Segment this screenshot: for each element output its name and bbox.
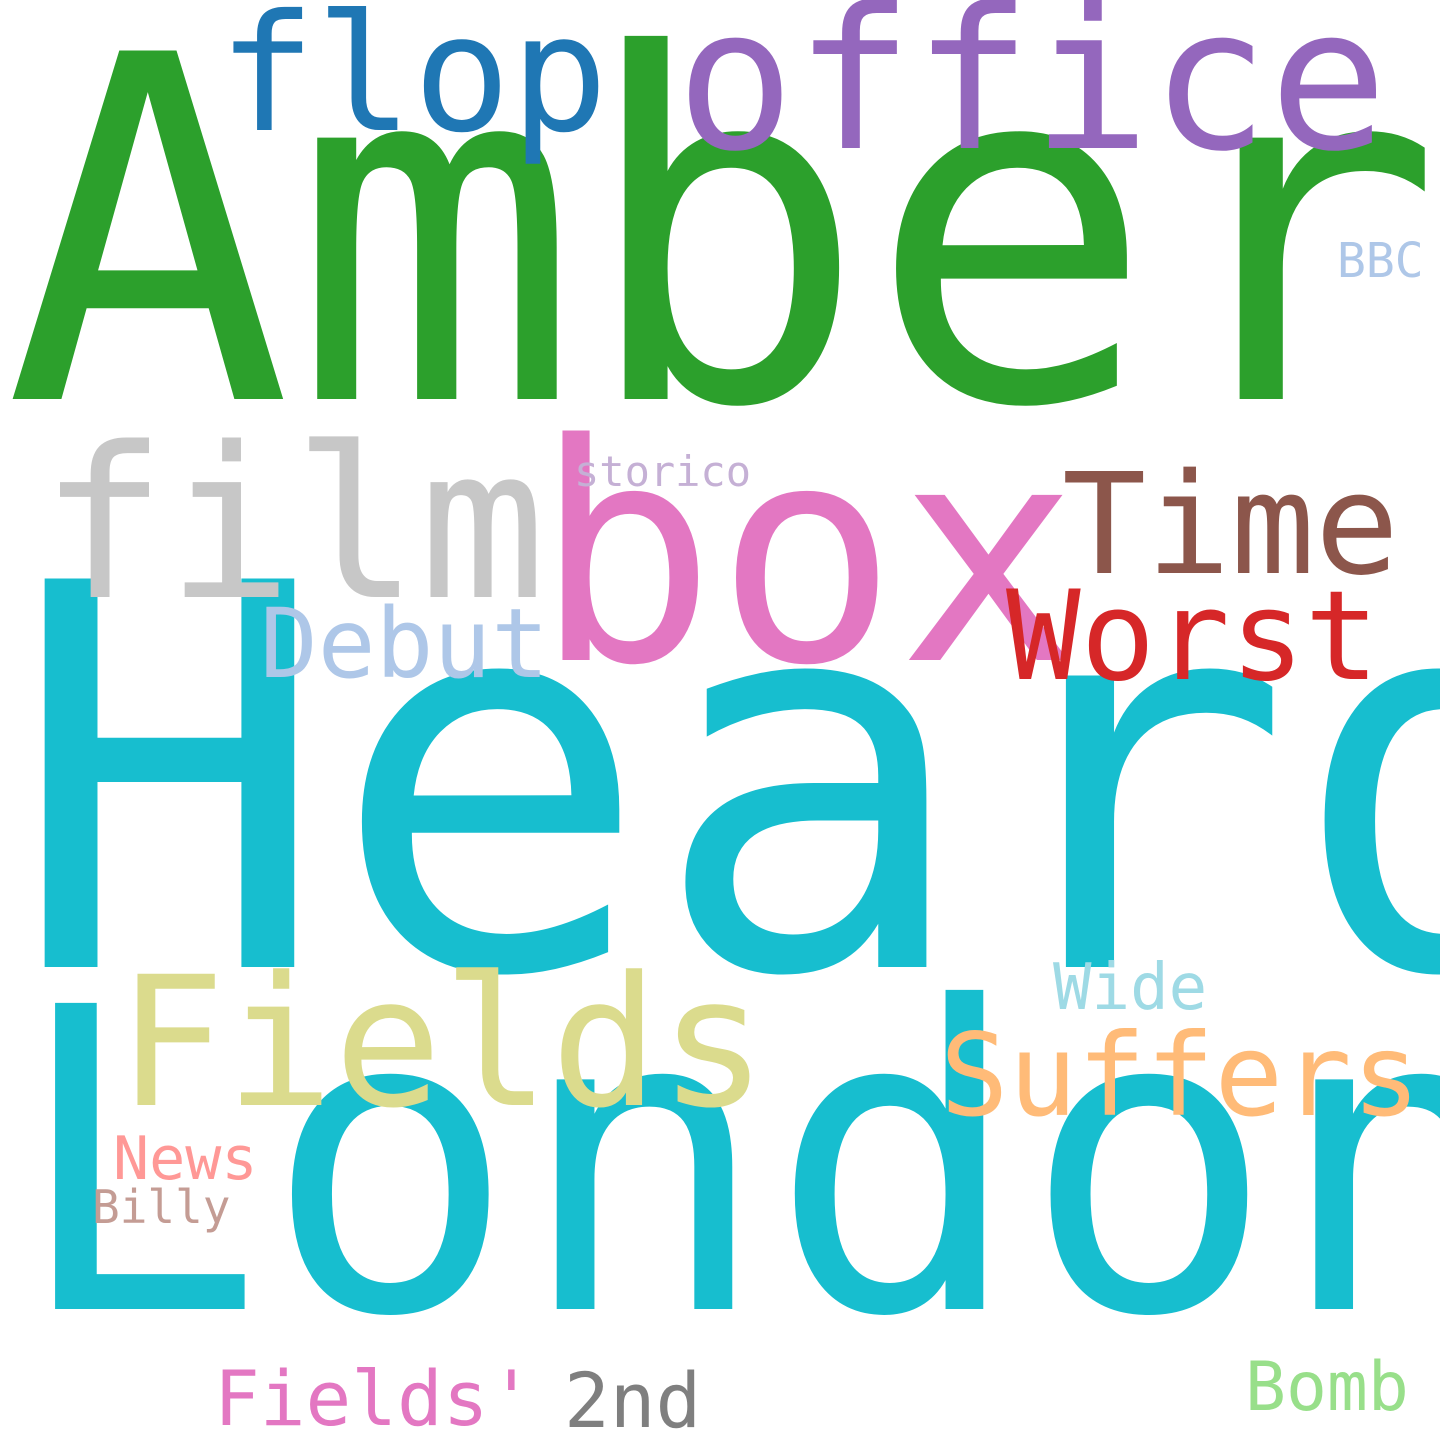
word-flop: flop	[218, 0, 609, 169]
word-wide: Wide	[1053, 951, 1208, 1025]
word-heard: Heard	[9, 472, 1440, 1093]
word-debut: Debut	[260, 588, 549, 700]
word-amber: Amber	[4, 0, 1440, 512]
word-worst: Worst	[1006, 565, 1380, 709]
word-2nd: 2nd	[564, 1356, 702, 1440]
word-film: film	[40, 402, 546, 647]
word-news: News	[113, 1124, 258, 1194]
word-fields-apostrophe: Fields'	[214, 1354, 535, 1440]
word-storico: storico	[574, 447, 752, 496]
word-office: office	[676, 0, 1388, 195]
word-time: Time	[1062, 444, 1400, 607]
word-fields: Fields	[117, 939, 768, 1148]
word-bbc: BBC	[1337, 233, 1424, 289]
word-suffers: Suffers	[940, 1009, 1421, 1142]
word-billy: Billy	[92, 1180, 231, 1234]
word-london: London	[11, 920, 1440, 1409]
word-bomb: Bomb	[1245, 1348, 1409, 1427]
word-box: box	[534, 381, 1080, 732]
